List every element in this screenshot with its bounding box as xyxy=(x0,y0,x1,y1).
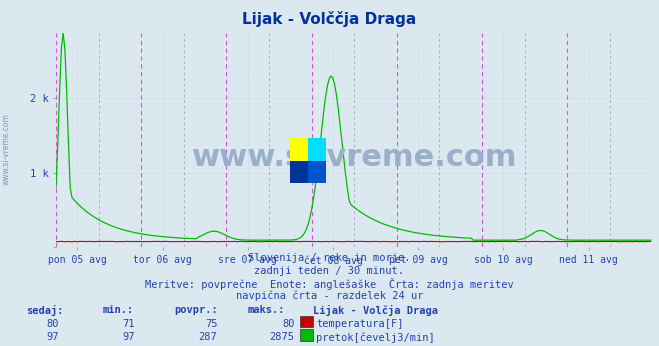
Bar xyxy=(290,138,308,161)
Bar xyxy=(308,161,326,183)
Text: www.si-vreme.com: www.si-vreme.com xyxy=(2,113,11,185)
Text: Meritve: povprečne  Enote: anglešaške  Črta: zadnja meritev: Meritve: povprečne Enote: anglešaške Črt… xyxy=(145,278,514,290)
Text: maks.:: maks.: xyxy=(247,305,285,315)
Text: navpična črta - razdelek 24 ur: navpična črta - razdelek 24 ur xyxy=(236,291,423,301)
Text: Slovenija / reke in morje.: Slovenija / reke in morje. xyxy=(248,253,411,263)
Text: 287: 287 xyxy=(199,332,217,342)
Text: Lijak - Volččja Draga: Lijak - Volččja Draga xyxy=(243,11,416,27)
Text: 97: 97 xyxy=(123,332,135,342)
Text: 71: 71 xyxy=(123,319,135,329)
Text: pretok[čevelj3/min]: pretok[čevelj3/min] xyxy=(316,332,435,343)
Text: sedaj:: sedaj: xyxy=(26,305,64,316)
Text: www.si-vreme.com: www.si-vreme.com xyxy=(192,143,517,172)
Text: 80: 80 xyxy=(47,319,59,329)
Text: 97: 97 xyxy=(47,332,59,342)
Text: temperatura[F]: temperatura[F] xyxy=(316,319,404,329)
Text: Lijak - Volčja Draga: Lijak - Volčja Draga xyxy=(313,305,438,316)
Text: 80: 80 xyxy=(282,319,295,329)
Bar xyxy=(290,161,308,183)
Text: zadnji teden / 30 minut.: zadnji teden / 30 minut. xyxy=(254,266,405,276)
Text: 2875: 2875 xyxy=(270,332,295,342)
Text: 75: 75 xyxy=(205,319,217,329)
Text: min.:: min.: xyxy=(102,305,133,315)
Text: povpr.:: povpr.: xyxy=(175,305,218,315)
Bar xyxy=(308,138,326,161)
